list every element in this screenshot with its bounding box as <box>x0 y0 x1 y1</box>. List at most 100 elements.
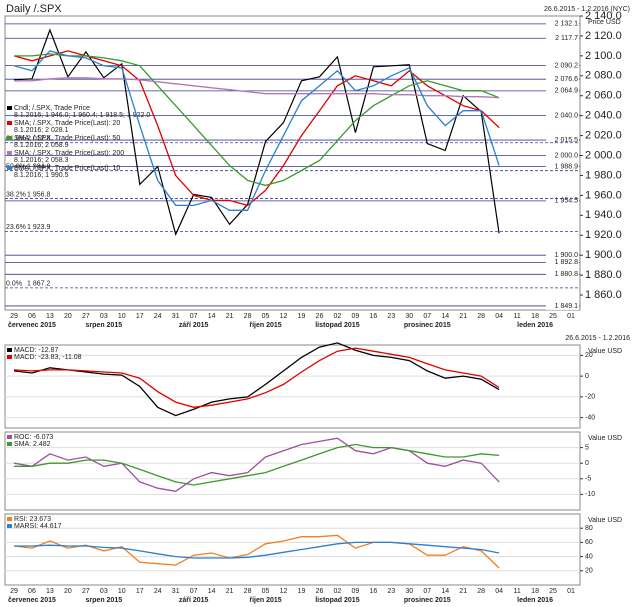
level-label: 2 076.6 <box>555 76 578 83</box>
legend-swatch <box>7 442 12 446</box>
y-tick-label: 20 <box>585 568 593 575</box>
month-label: říjen 2015 <box>249 597 281 604</box>
level-label: 2 064.9 <box>555 88 578 95</box>
x-tick-label: 11 <box>513 588 520 595</box>
legend-swatch <box>7 166 12 170</box>
fib-label: 1 956.8 <box>27 191 50 198</box>
level-label: 2 090.2 <box>555 62 578 69</box>
level-label-bg <box>546 34 579 43</box>
panel-frame <box>4 344 581 429</box>
x-tick-label: 04 <box>495 588 503 595</box>
x-tick-label: 21 <box>226 313 234 320</box>
x-tick-label: 18 <box>531 588 539 595</box>
month-label: listopad 2015 <box>315 322 359 329</box>
level-label-bg <box>546 258 579 267</box>
y-tick-label: 2 100.0 <box>585 50 622 62</box>
x-tick-label: 27 <box>82 588 90 595</box>
x-tick-label: 07 <box>423 313 431 320</box>
level-label: 1 988.9 <box>555 163 578 170</box>
legend-value: 8.1.2016; 1 990.5 <box>14 172 69 179</box>
legend-swatch <box>7 355 12 359</box>
legend-entry: EMA; /.SPX, Trade Price(Last): 10 <box>14 165 120 172</box>
legend-value: 8.1.2016; 1 946.0; 1 960.4; 1 918.5; 1 9… <box>14 112 150 119</box>
x-tick-label: 17 <box>136 588 144 595</box>
level-label-bg <box>546 151 579 160</box>
month-label: červenec 2015 <box>8 322 56 329</box>
y-tick-label: 1 880.0 <box>585 269 622 281</box>
legend-value: 8.1.2016; 2 058.3 <box>14 157 69 164</box>
series-line <box>13 534 500 569</box>
x-tick-label: 14 <box>208 588 216 595</box>
y-tick-label: 80 <box>585 525 593 532</box>
series-line <box>14 53 500 187</box>
month-label: září 2015 <box>179 597 209 604</box>
legend-entry: SMA; /.SPX, Trade Price(Last): 200 <box>14 150 124 157</box>
x-tick-label: 07 <box>190 313 198 320</box>
series-line <box>13 28 500 237</box>
y-tick-label: 0 <box>585 373 589 380</box>
y-tick-label: 2 020.0 <box>585 129 622 141</box>
x-tick-label: 21 <box>226 588 234 595</box>
x-tick-label: 26 <box>316 588 324 595</box>
x-tick-label: 28 <box>244 588 252 595</box>
level-label-bg <box>546 162 579 171</box>
level-label-bg <box>546 86 579 95</box>
legend-entry: RSI: 23.673 <box>14 516 51 523</box>
x-tick-label: 29 <box>10 313 18 320</box>
y-tick-label: 20 <box>585 352 593 359</box>
y-tick-label: 5 <box>585 444 589 451</box>
x-tick-label: 19 <box>298 588 306 595</box>
fib-pct: 50.0% <box>6 164 26 171</box>
chart-title: Daily /.SPX <box>6 3 62 15</box>
x-tick-label: 30 <box>405 313 413 320</box>
legend-entry: Cndl; /.SPX, Trade Price <box>14 105 90 112</box>
series-line <box>13 347 500 408</box>
y-tick-label: 1 940.0 <box>585 209 622 221</box>
level-label-bg <box>546 196 579 205</box>
month-label: září 2015 <box>179 322 209 329</box>
x-tick-label: 03 <box>100 313 108 320</box>
y-axis-label: Price USD <box>588 19 621 26</box>
x-tick-label: 28 <box>477 588 485 595</box>
x-tick-label: 21 <box>459 313 467 320</box>
x-tick-label: 13 <box>46 313 54 320</box>
level-label-bg <box>546 61 579 70</box>
x-tick-label: 26 <box>316 313 324 320</box>
legend-swatch <box>7 435 12 439</box>
x-tick-label: 18 <box>531 313 539 320</box>
y-tick-label: 0 <box>585 460 589 467</box>
fib-label: 1 867.2 <box>27 281 50 288</box>
x-tick-label: 07 <box>423 588 431 595</box>
fib-label: 1 923.9 <box>27 224 50 231</box>
y-tick-label: 1 920.0 <box>585 229 622 241</box>
legend-swatch <box>7 151 12 155</box>
level-label: 2 000.0 <box>555 152 578 159</box>
date-range: 26.6.2015 - 1.2.2016 <box>565 335 630 342</box>
x-tick-label: 14 <box>441 588 449 595</box>
x-tick-label: 14 <box>441 313 449 320</box>
fib-label: 1 984.8 <box>27 164 50 171</box>
legend-value: 8.1.2016; 2 058.9 <box>14 142 69 149</box>
x-tick-label: 02 <box>334 588 342 595</box>
x-tick-label: 06 <box>28 588 36 595</box>
fib-pct: 38.2% <box>6 191 26 198</box>
y-tick-label: 2 060.0 <box>585 90 622 102</box>
fib-pct: 23.6% <box>6 224 26 231</box>
y-tick-label: 2 120.0 <box>585 30 622 42</box>
legend-value: 8.1.2016; 2 028.1 <box>14 127 69 134</box>
y-tick-label: 2 000.0 <box>585 149 622 161</box>
level-label: 2 015.5 <box>555 137 578 144</box>
x-tick-label: 20 <box>64 588 72 595</box>
fib-label: 2 012.8 <box>27 136 50 143</box>
x-tick-label: 01 <box>567 588 575 595</box>
x-tick-label: 28 <box>477 313 485 320</box>
legend-swatch <box>7 121 12 125</box>
panel-frame <box>4 513 581 586</box>
y-tick-label: 1 980.0 <box>585 169 622 181</box>
level-label-bg <box>546 301 579 310</box>
y-tick-label: 60 <box>585 539 593 546</box>
x-tick-label: 23 <box>387 313 395 320</box>
legend-entry: SMA; /.SPX, Trade Price(Last): 50 <box>14 135 120 142</box>
x-tick-label: 11 <box>513 313 520 320</box>
legend-entry: MACD: -23.83, -11.08 <box>14 354 82 361</box>
